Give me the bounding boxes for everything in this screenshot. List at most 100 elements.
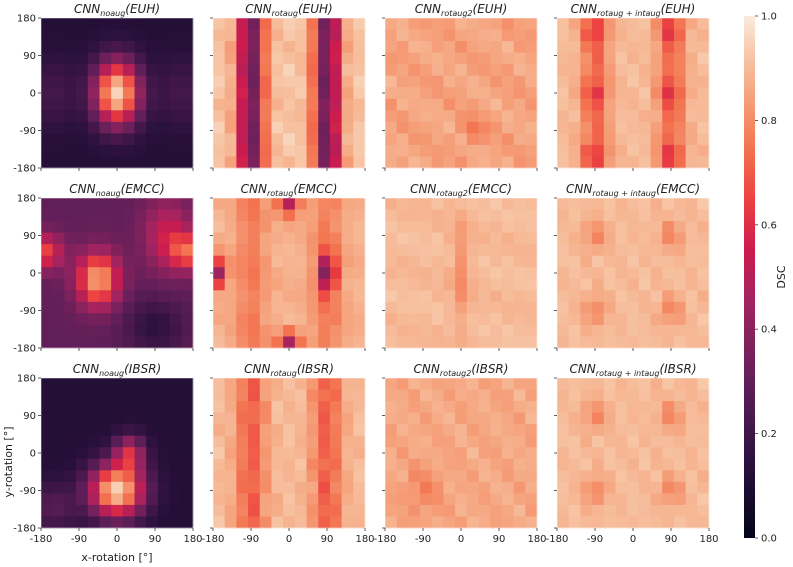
- heatmap-cell: [603, 221, 616, 234]
- heatmap-cell: [169, 41, 182, 54]
- heatmap-cell: [259, 209, 272, 222]
- heatmap-cell: [294, 98, 307, 111]
- heatmap-cell: [627, 156, 640, 169]
- heatmap-cell: [169, 493, 182, 506]
- heatmap-cell: [443, 504, 456, 517]
- heatmap-cell: [627, 87, 640, 100]
- heatmap-cell: [111, 389, 124, 402]
- heatmap-cell: [420, 52, 433, 65]
- heatmap-cell: [259, 378, 272, 390]
- heatmap-cell: [146, 209, 159, 222]
- heatmap-cell: [673, 144, 687, 157]
- heatmap-cell: [408, 324, 421, 337]
- heatmap-cell: [685, 64, 698, 77]
- heatmap-cell: [294, 435, 307, 448]
- heatmap-cell: [64, 209, 77, 222]
- heatmap-cell: [76, 424, 89, 437]
- heatmap-cell: [353, 336, 366, 349]
- heatmap-cell: [420, 290, 433, 303]
- heatmap-cell: [76, 221, 89, 234]
- heatmap-cell: [673, 401, 687, 414]
- heatmap-cell: [181, 401, 194, 414]
- heatmap-cell: [157, 255, 171, 268]
- heatmap-cell: [673, 244, 687, 257]
- heatmap-cell: [513, 324, 526, 337]
- heatmap-cell: [396, 52, 409, 65]
- heatmap-cell: [443, 378, 456, 390]
- heatmap-cell: [443, 481, 456, 494]
- heatmap-cell: [443, 458, 456, 471]
- heatmap-cell: [329, 435, 343, 448]
- heatmap-cell: [169, 75, 182, 88]
- heatmap-cell: [259, 110, 272, 123]
- heatmap-cell: [431, 209, 444, 222]
- heatmap-cell: [248, 313, 261, 326]
- heatmap-cell: [41, 378, 54, 390]
- heatmap-cell: [627, 75, 640, 88]
- heatmap-cell: [224, 504, 237, 517]
- heatmap-cell: [673, 29, 687, 42]
- heatmap-cell: [181, 133, 194, 146]
- heatmap-cell: [306, 290, 319, 303]
- heatmap-cell: [64, 516, 77, 529]
- heatmap-cell: [353, 412, 366, 425]
- heatmap-cell: [122, 313, 135, 326]
- heatmap-cell: [466, 198, 479, 210]
- heatmap-cell: [213, 424, 226, 437]
- heatmap-cell: [697, 18, 710, 30]
- heatmap-cell: [478, 481, 491, 494]
- heatmap-cell: [213, 29, 226, 42]
- heatmap-cell: [592, 504, 605, 517]
- heatmap-cell: [396, 278, 409, 291]
- heatmap-cell: [673, 301, 687, 314]
- heatmap-cell: [259, 336, 272, 349]
- heatmap-cell: [580, 458, 593, 471]
- heatmap-cell: [329, 324, 343, 337]
- heatmap-cell: [673, 389, 687, 402]
- y-tick-label: 180: [17, 194, 36, 205]
- heatmap-cell: [580, 313, 593, 326]
- heatmap-cell: [294, 401, 307, 414]
- heatmap-cell: [236, 278, 249, 291]
- heatmap-cell: [603, 481, 616, 494]
- heatmap-cell: [501, 121, 515, 134]
- heatmap-cell: [408, 255, 421, 268]
- heatmap-cell: [318, 198, 331, 210]
- heatmap-cell: [318, 75, 331, 88]
- heatmap-cell: [697, 504, 710, 517]
- heatmap-cell: [443, 301, 456, 314]
- heatmap-cell: [353, 324, 366, 337]
- heatmap-cell: [64, 378, 77, 390]
- heatmap-cell: [568, 52, 581, 65]
- heatmap-cell: [685, 336, 698, 349]
- heatmap-cell: [568, 133, 581, 146]
- heatmap-cell: [294, 267, 307, 280]
- heatmap-cell: [236, 504, 249, 517]
- heatmap-cell: [294, 412, 307, 425]
- heatmap-cell: [52, 324, 65, 337]
- heatmap-cell: [420, 470, 433, 483]
- heatmap-cell: [329, 313, 343, 326]
- heatmap-cell: [213, 481, 226, 494]
- y-tick-label: 0: [30, 449, 36, 460]
- heatmap-cell: [466, 389, 479, 402]
- heatmap-cell: [248, 412, 261, 425]
- heatmap-cell: [181, 389, 194, 402]
- heatmap-cell: [181, 75, 194, 88]
- heatmap-cell: [181, 87, 194, 100]
- heatmap-cell: [501, 29, 515, 42]
- heatmap-cell: [385, 255, 398, 268]
- heatmap-cell: [87, 75, 100, 88]
- heatmap-cell: [580, 481, 593, 494]
- heatmap-cell: [87, 336, 100, 349]
- heatmap-cell: [271, 458, 284, 471]
- heatmap-cell: [580, 156, 593, 169]
- heatmap-cell: [318, 133, 331, 146]
- heatmap-cell: [466, 52, 479, 65]
- heatmap-cell: [443, 144, 456, 157]
- heatmap-cell: [271, 313, 284, 326]
- heatmap-cell: [638, 232, 651, 245]
- heatmap-cell: [615, 504, 628, 517]
- heatmap-cell: [525, 313, 538, 326]
- heatmap-cell: [385, 290, 398, 303]
